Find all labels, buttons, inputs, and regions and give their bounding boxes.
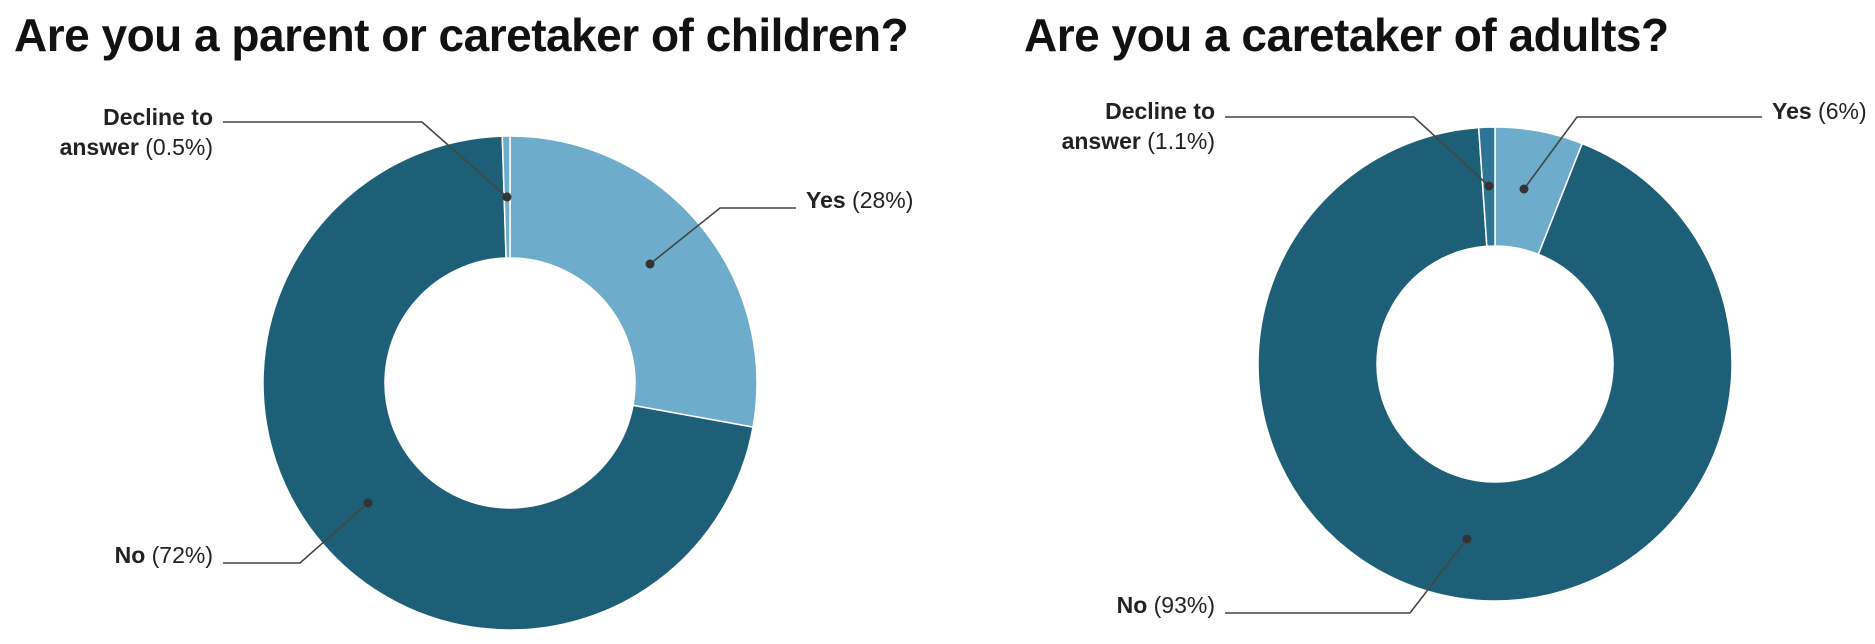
donut-chart: Yes (28%) No (72%) Decline to answer (0.5%) [60, 104, 913, 631]
leader-dot-decline-to-answer [502, 192, 512, 202]
chart-title: Are you a parent or caretaker of childre… [14, 9, 909, 61]
leader-line-yes [649, 207, 796, 265]
slice-label-decline-to-answer: Decline to answer (0.5%) [60, 104, 213, 160]
chart-adults: Are you a caretaker of adults? Yes (6%) N… [1010, 0, 1875, 644]
leader-dot-no [363, 498, 373, 508]
slice-label-no: No (93%) [1117, 592, 1215, 618]
leader-line-decline-to-answer [1225, 116, 1490, 187]
leader-line-yes [1523, 116, 1762, 190]
slice-no [262, 135, 754, 631]
leader-line-no [1225, 538, 1468, 614]
slice-label-no: No (72%) [115, 542, 213, 568]
chart-children: Are you a parent or caretaker of childre… [14, 9, 913, 631]
slice-label-decline-to-answer: Decline to answer (1.1%) [1062, 98, 1215, 154]
slice-label-yes: Yes (6%) [1772, 98, 1867, 124]
leader-dot-yes [645, 259, 655, 269]
slice-no [1257, 126, 1733, 602]
slice-yes [509, 135, 758, 429]
leader-line-decline-to-answer [223, 121, 508, 198]
leader-dot-no [1462, 534, 1472, 544]
leader-dot-decline-to-answer [1484, 181, 1494, 191]
slice-label-yes: Yes (28%) [806, 187, 913, 213]
leader-line-no [223, 502, 369, 564]
chart-title: Are you a caretaker of adults? [1024, 9, 1669, 61]
donut-chart: Yes (6%) No (93%) Decline to answer (1.1%) [1062, 98, 1867, 618]
leader-dot-yes [1519, 184, 1529, 194]
